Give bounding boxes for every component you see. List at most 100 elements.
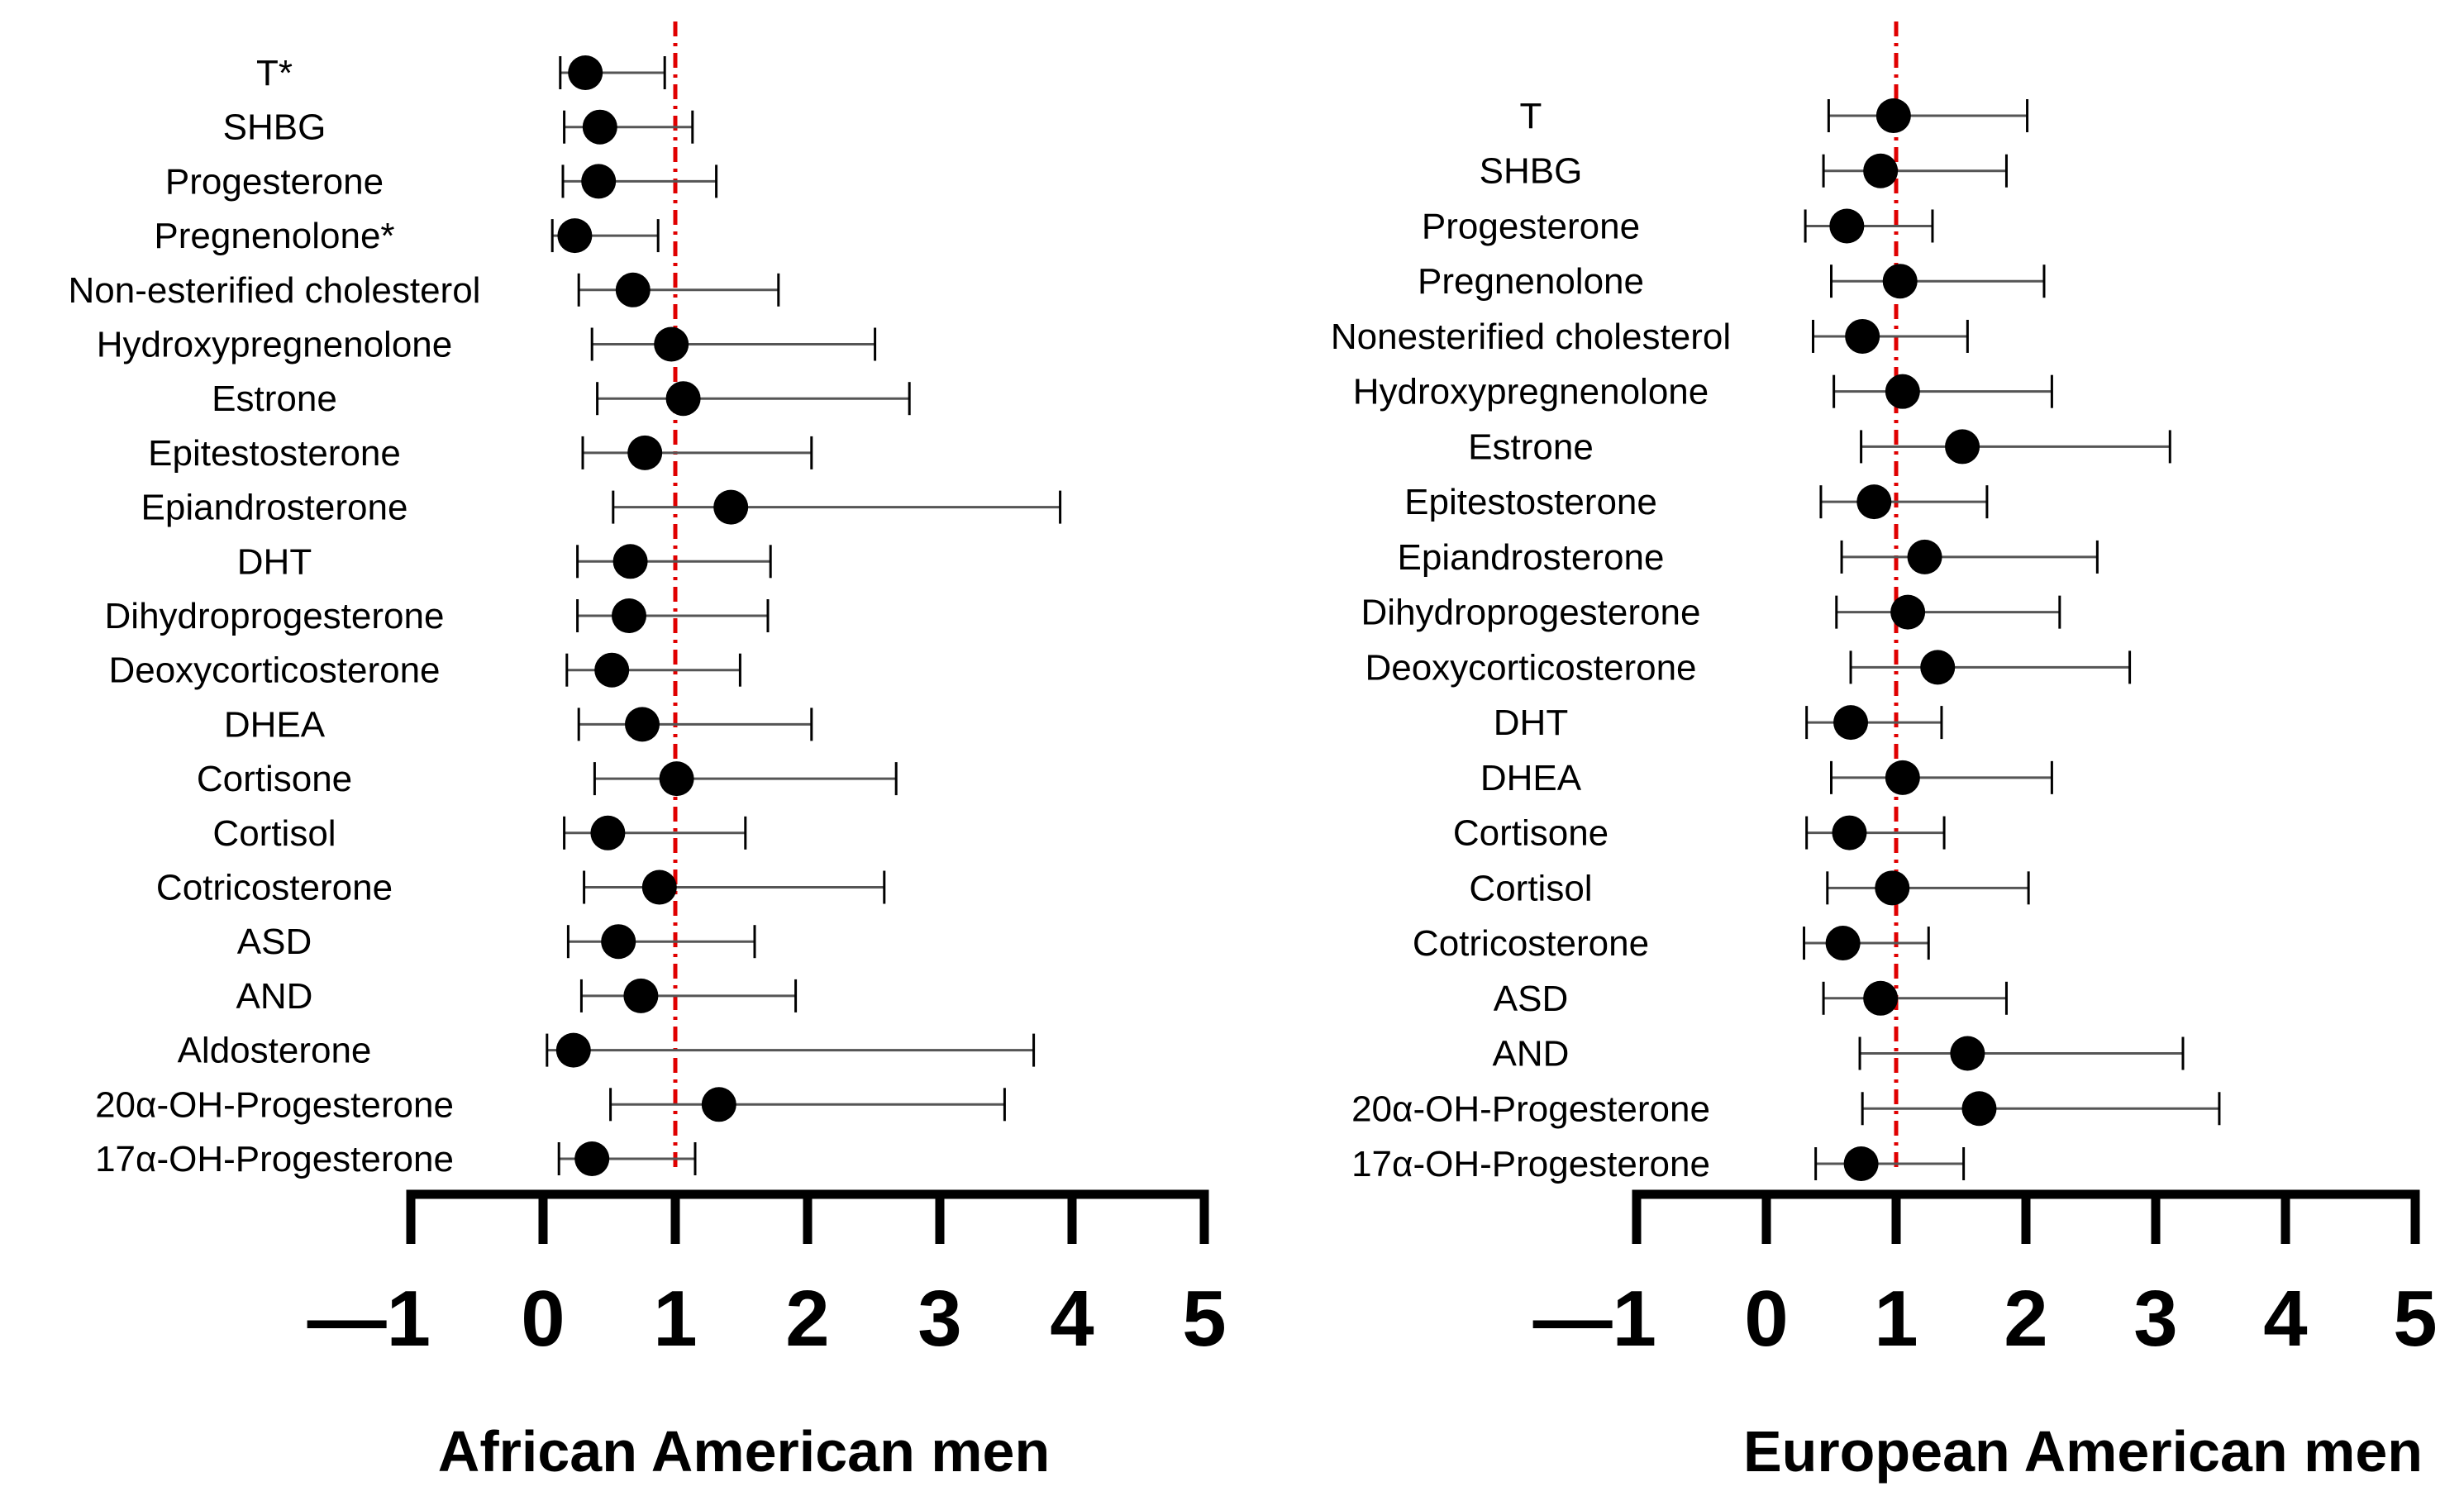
point-estimate bbox=[582, 109, 617, 145]
point-estimate bbox=[615, 272, 651, 307]
category-label: Dihydroprogesterone bbox=[1361, 593, 1701, 633]
category-label: Cortisol bbox=[212, 813, 336, 854]
x-tick-label: 4 bbox=[1050, 1274, 1094, 1363]
category-label: DHEA bbox=[224, 704, 326, 745]
category-label: 20α-OH-Progesterone bbox=[1351, 1089, 1710, 1129]
point-estimate bbox=[1945, 429, 1980, 465]
category-label: Epiandrosterone bbox=[1398, 537, 1665, 578]
category-label: Deoxycorticosterone bbox=[108, 650, 440, 691]
category-label: DHT bbox=[1494, 703, 1568, 743]
point-estimate bbox=[1863, 153, 1899, 188]
category-label: DHT bbox=[237, 541, 312, 582]
point-estimate bbox=[590, 815, 626, 850]
category-label: ASD bbox=[1494, 979, 1568, 1019]
x-tick-label: 3 bbox=[2133, 1274, 2177, 1363]
x-tick-label: 5 bbox=[1182, 1274, 1226, 1363]
category-label: AND bbox=[1493, 1034, 1570, 1074]
point-estimate bbox=[665, 381, 701, 417]
point-estimate bbox=[1832, 815, 1867, 850]
x-axis-title: African American men bbox=[438, 1419, 1050, 1484]
point-estimate bbox=[1961, 1091, 1997, 1127]
category-label: Cortisone bbox=[197, 759, 352, 799]
point-estimate bbox=[1890, 594, 1926, 630]
point-estimate bbox=[1829, 208, 1865, 244]
point-estimate bbox=[713, 489, 749, 525]
point-estimate bbox=[612, 598, 646, 633]
point-estimate bbox=[1875, 98, 1911, 133]
point-estimate bbox=[659, 761, 694, 797]
category-label: Dihydroprogesterone bbox=[105, 596, 445, 636]
x-tick-label: 4 bbox=[2263, 1274, 2307, 1363]
category-label: Hydroxypregnenolone bbox=[97, 325, 453, 365]
point-estimate bbox=[594, 652, 630, 688]
x-tick-label: 2 bbox=[785, 1274, 829, 1363]
point-estimate bbox=[568, 55, 603, 90]
category-label: Epiandrosterone bbox=[141, 488, 408, 528]
category-label: AND bbox=[236, 976, 313, 1017]
category-label: 17α-OH-Progesterone bbox=[95, 1139, 454, 1179]
point-estimate bbox=[1845, 318, 1880, 354]
point-estimate bbox=[1856, 484, 1892, 520]
point-estimate bbox=[625, 707, 660, 742]
category-label: Nonesterified cholesterol bbox=[1331, 317, 1731, 357]
point-estimate bbox=[1885, 374, 1920, 409]
point-estimate bbox=[1875, 870, 1910, 906]
point-estimate bbox=[1907, 539, 1942, 574]
x-tick-label: 0 bbox=[521, 1274, 565, 1363]
point-estimate bbox=[557, 218, 593, 254]
category-label: Pregnenolone* bbox=[154, 216, 394, 256]
point-estimate bbox=[641, 869, 677, 905]
point-estimate bbox=[1920, 650, 1956, 685]
category-label: Progesterone bbox=[165, 161, 384, 202]
category-label: Cotricosterone bbox=[1413, 923, 1649, 964]
category-label: Hydroxypregnenolone bbox=[1353, 372, 1709, 412]
category-label: Deoxycorticosterone bbox=[1365, 647, 1696, 688]
x-tick-label: 5 bbox=[2393, 1274, 2437, 1363]
category-label: T* bbox=[256, 53, 293, 93]
category-label: Epitestosterone bbox=[1404, 482, 1657, 522]
category-label: T bbox=[1520, 96, 1542, 136]
category-label: ASD bbox=[237, 922, 312, 962]
x-axis-title: European American men bbox=[1743, 1419, 2423, 1484]
point-estimate bbox=[1843, 1146, 1879, 1181]
x-tick-label: 1 bbox=[653, 1274, 697, 1363]
point-estimate bbox=[701, 1087, 736, 1122]
point-estimate bbox=[623, 978, 659, 1013]
point-estimate bbox=[1863, 980, 1899, 1016]
category-label: Cotricosterone bbox=[156, 868, 393, 908]
panel-african-american-men: T* SHBG Progesterone Pregnenolone* Non-ester… bbox=[69, 21, 1227, 1484]
category-label: DHEA bbox=[1480, 758, 1582, 798]
panel-european-american-men: T SHBG Progesterone Pregnenolone Nonesterifi… bbox=[1331, 21, 2438, 1484]
category-label: SHBG bbox=[223, 107, 326, 148]
category-label: Estrone bbox=[1468, 426, 1594, 467]
category-label: Cortisone bbox=[1453, 813, 1609, 854]
category-label: SHBG bbox=[1480, 151, 1583, 192]
point-estimate bbox=[627, 435, 663, 470]
point-estimate bbox=[581, 164, 617, 199]
x-tick-label: 0 bbox=[1744, 1274, 1788, 1363]
category-label: Pregnenolone bbox=[1418, 261, 1644, 302]
x-tick-label: —1 bbox=[307, 1274, 431, 1363]
point-estimate bbox=[612, 544, 648, 579]
point-estimate bbox=[601, 924, 636, 960]
point-estimate bbox=[574, 1141, 610, 1176]
point-estimate bbox=[1833, 705, 1869, 741]
category-label: Cortisol bbox=[1469, 868, 1592, 908]
category-label: 20α-OH-Progesterone bbox=[95, 1084, 454, 1125]
point-estimate bbox=[654, 326, 689, 362]
point-estimate bbox=[1950, 1036, 1985, 1071]
x-tick-label: —1 bbox=[1533, 1274, 1656, 1363]
point-estimate bbox=[555, 1032, 591, 1068]
x-tick-label: 3 bbox=[917, 1274, 961, 1363]
category-label: Progesterone bbox=[1422, 206, 1640, 246]
category-label: Non-esterified cholesterol bbox=[69, 270, 481, 311]
category-label: Epitestosterone bbox=[148, 433, 401, 474]
point-estimate bbox=[1882, 264, 1918, 299]
point-estimate bbox=[1825, 926, 1861, 961]
category-label: Estrone bbox=[212, 379, 337, 419]
x-tick-label: 1 bbox=[1874, 1274, 1918, 1363]
category-label: Aldosterone bbox=[178, 1031, 372, 1071]
category-label: 17α-OH-Progesterone bbox=[1351, 1144, 1710, 1184]
point-estimate bbox=[1885, 760, 1920, 795]
